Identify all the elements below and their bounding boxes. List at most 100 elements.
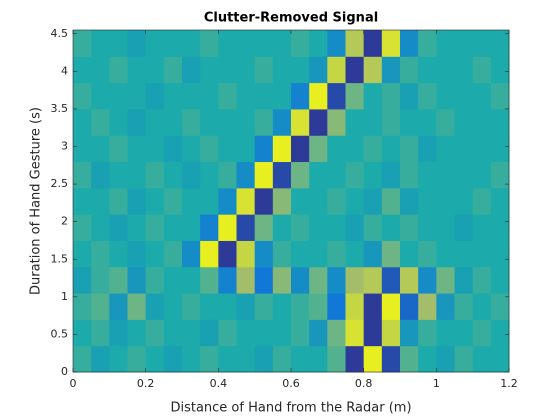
heatmap-cell [73,240,92,268]
heatmap-cell [91,161,110,189]
heatmap-cell [200,135,219,163]
heatmap-cell [127,319,147,347]
heatmap-cell [291,108,310,136]
heatmap-cell [218,345,237,373]
heatmap-cell [309,345,328,373]
heatmap-cell [254,319,274,347]
heatmap-cell [127,345,147,373]
heatmap-cell [400,56,419,84]
heatmap-cell [272,319,292,347]
heatmap-cell [400,161,419,189]
heatmap-cell [400,319,419,347]
heatmap-cell [363,56,383,84]
heatmap-cell [363,30,383,57]
heatmap-cell [182,240,201,268]
heatmap-cell [327,319,346,347]
heatmap-cell [418,108,437,136]
heatmap-cell [163,82,183,110]
heatmap-cell [236,214,256,241]
heatmap-cell [327,187,346,215]
heatmap-cell [400,82,419,110]
heatmap-cell [145,56,165,84]
heatmap-cell [127,240,147,268]
heatmap-cell [109,293,128,320]
heatmap-cell [109,240,128,268]
heatmap-cell [309,30,328,57]
heatmap-cell [91,214,110,241]
heatmap-cell [145,135,165,163]
heatmap-cell [327,345,346,373]
heatmap-cell [127,108,147,136]
heatmap-cell [254,161,274,189]
heatmap-cell [127,214,147,241]
heatmap-cell [291,56,310,84]
heatmap-cell [254,293,274,320]
heatmap-cell [472,56,492,84]
heatmap-cell [127,187,147,215]
heatmap-cell [218,214,237,241]
heatmap-cell [291,266,310,294]
heatmap-cell [145,30,165,57]
heatmap-cell [200,266,219,294]
heatmap-cell [127,161,147,189]
heatmap-cell [436,345,455,373]
heatmap-cell [145,240,165,268]
heatmap-cell [91,293,110,320]
heatmap-cell [109,214,128,241]
y-tick-label: 4 [61,64,68,77]
heatmap-cell [73,319,92,347]
heatmap-cell [163,240,183,268]
heatmap-cell [272,266,292,294]
heatmap-cell [400,135,419,163]
heatmap-cell [345,187,365,215]
heatmap-cell [254,214,274,241]
heatmap-cell [272,82,292,110]
heatmap-cell [363,82,383,110]
heatmap-cell [109,135,128,163]
heatmap-cell [345,135,365,163]
heatmap-cell [200,82,219,110]
heatmap-cell [345,345,365,373]
heatmap-cell [272,30,292,57]
heatmap-cell [454,293,474,320]
heatmap-cell [236,293,256,320]
heatmap-cell [363,135,383,163]
heatmap-cell [454,56,474,84]
heatmap-cell [73,161,92,189]
heatmap-cell [472,30,492,57]
heatmap-cell [73,135,92,163]
heatmap-cell [436,319,455,347]
y-tick-label: 3.5 [51,102,69,115]
heatmap-cell [182,108,201,136]
heatmap-cell [454,319,474,347]
heatmap-cell [73,214,92,241]
heatmap-cell [236,108,256,136]
heatmap-cell [345,82,365,110]
heatmap-cell [436,135,455,163]
heatmap-cell [345,240,365,268]
heatmap-cell [490,240,510,268]
heatmap-cell [218,187,237,215]
heatmap-cell [291,319,310,347]
heatmap-cell [200,108,219,136]
heatmap-cell [218,161,237,189]
heatmap-cell [454,108,474,136]
heatmap-cell [381,266,401,294]
heatmap-cell [472,240,492,268]
heatmap [73,30,510,373]
heatmap-cell [182,135,201,163]
heatmap-cell [109,345,128,373]
heatmap-cell [182,293,201,320]
heatmap-cell [309,214,328,241]
heatmap-cell [345,293,365,320]
heatmap-cell [381,30,401,57]
heatmap-cell [109,319,128,347]
heatmap-cell [254,108,274,136]
heatmap-cell [381,240,401,268]
heatmap-cell [327,56,346,84]
heatmap-cell [327,161,346,189]
heatmap-cell [490,266,510,294]
heatmap-cell [236,135,256,163]
heatmap-cell [490,345,510,373]
heatmap-cell [490,56,510,84]
